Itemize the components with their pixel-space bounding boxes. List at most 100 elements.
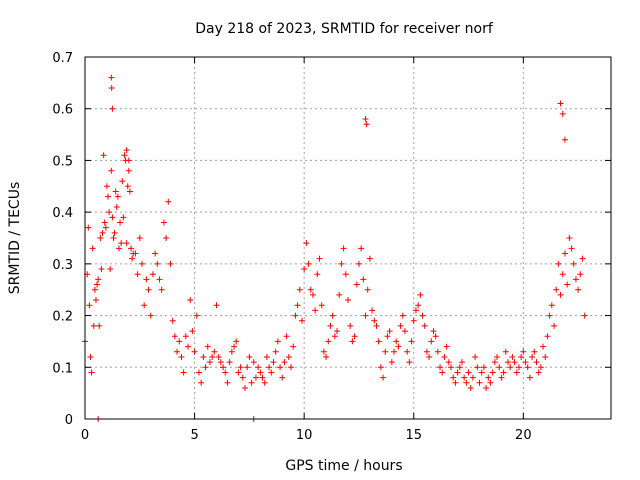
data-point: [568, 245, 575, 252]
data-point: [520, 348, 527, 355]
axis-ticks: 0 5 10 15 20 0 0.1 0.2 0.3 0.4 0.5 0.6 0.7: [52, 51, 611, 443]
data-point: [180, 369, 187, 376]
data-point: [397, 322, 404, 329]
data-point: [458, 359, 465, 366]
data-point: [118, 240, 125, 247]
data-point: [347, 322, 354, 329]
data-point: [371, 317, 378, 324]
data-point: [154, 260, 161, 267]
data-point: [134, 271, 141, 278]
data-point: [320, 348, 327, 355]
data-point: [98, 266, 105, 273]
data-point: [491, 359, 498, 366]
y-tick-label: 0.7: [52, 51, 73, 66]
data-point: [160, 219, 167, 226]
data-point: [266, 364, 273, 371]
data-point: [125, 167, 132, 174]
data-point: [570, 260, 577, 267]
data-point: [119, 178, 126, 185]
data-point: [91, 286, 98, 293]
data-point: [526, 374, 533, 381]
data-point: [167, 260, 174, 267]
data-point: [340, 245, 347, 252]
data-point: [334, 328, 341, 335]
data-point: [174, 348, 181, 355]
data-point: [90, 322, 97, 329]
data-point: [384, 333, 391, 340]
data-point: [136, 235, 143, 241]
data-point: [189, 328, 196, 335]
data-point: [454, 369, 461, 376]
data-point: [476, 379, 483, 386]
data-point: [401, 328, 408, 335]
data-point: [504, 359, 511, 366]
data-point: [279, 374, 286, 381]
data-point: [557, 291, 564, 298]
data-point: [494, 353, 501, 360]
plot-frame: [84, 56, 612, 420]
data-point: [500, 369, 507, 376]
data-point: [109, 214, 116, 221]
data-point: [250, 359, 257, 366]
data-point: [268, 369, 275, 376]
data-point: [540, 343, 547, 350]
data-point: [443, 343, 450, 350]
data-point: [193, 312, 200, 319]
data-point: [176, 338, 183, 345]
data-point: [546, 312, 553, 319]
y-tick-label: 0.2: [52, 310, 73, 325]
data-point: [388, 359, 395, 366]
data-point: [581, 312, 588, 319]
data-point: [88, 369, 95, 376]
data-point: [255, 364, 262, 371]
data-point: [211, 348, 218, 355]
data-point: [231, 343, 238, 350]
data-point: [336, 291, 343, 298]
data-point: [391, 348, 398, 355]
data-point: [542, 353, 549, 360]
data-point: [561, 250, 568, 257]
data-point: [107, 266, 114, 273]
data-point: [217, 359, 224, 366]
data-point: [298, 317, 305, 324]
data-point: [507, 364, 514, 371]
data-point: [241, 384, 248, 391]
data-point: [456, 364, 463, 371]
data-point: [412, 307, 419, 314]
data-point: [128, 245, 135, 252]
data-point: [529, 353, 536, 360]
data-point: [274, 338, 281, 345]
data-point: [108, 167, 115, 174]
data-point: [399, 312, 406, 319]
data-point: [572, 276, 579, 283]
data-point: [277, 364, 284, 371]
data-point: [441, 353, 448, 360]
data-point: [369, 307, 376, 314]
data-point: [353, 281, 360, 288]
data-point: [351, 333, 358, 340]
data-point: [220, 364, 227, 371]
data-point: [290, 343, 297, 350]
data-point: [373, 322, 380, 329]
data-point: [478, 369, 485, 376]
data-point: [143, 276, 150, 283]
data-point: [362, 116, 369, 123]
data-point: [421, 322, 428, 329]
data-point: [305, 260, 312, 267]
data-point: [522, 359, 529, 366]
data-point: [209, 353, 216, 360]
data-point: [566, 235, 573, 241]
data-point: [564, 281, 571, 288]
data-point: [152, 250, 159, 257]
data-point: [382, 348, 389, 355]
data-point: [198, 379, 205, 386]
data-point: [406, 359, 413, 366]
data-point: [108, 74, 115, 81]
data-point: [358, 245, 365, 252]
data-point: [355, 260, 362, 267]
data-point: [257, 369, 264, 376]
data-point: [292, 312, 299, 319]
data-point: [417, 291, 424, 298]
x-tick-label: 10: [296, 428, 313, 443]
